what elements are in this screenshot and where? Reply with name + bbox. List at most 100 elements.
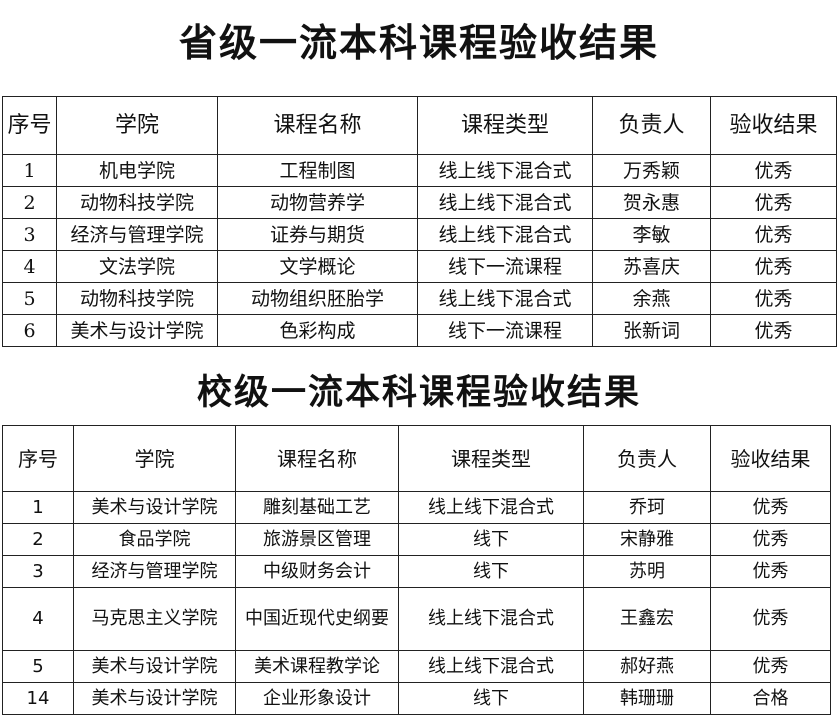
cell-course-name: 证券与期货 xyxy=(217,218,418,251)
cell-owner: 苏喜庆 xyxy=(592,250,711,283)
cell-course-name: 动物营养学 xyxy=(217,186,418,219)
cell-course-type: 线下一流课程 xyxy=(417,250,593,283)
cell-course-name: 中级财务会计 xyxy=(235,555,399,588)
cell-result: 优秀 xyxy=(710,650,831,683)
cell-course-type: 线下 xyxy=(398,523,584,556)
cell-index: 4 xyxy=(2,250,57,283)
cell-index: 4 xyxy=(2,587,74,651)
cell-course-name: 雕刻基础工艺 xyxy=(235,491,399,524)
cell-college: 美术与设计学院 xyxy=(73,491,236,524)
cell-course-type: 线下一流课程 xyxy=(417,314,593,347)
cell-result: 优秀 xyxy=(710,154,837,187)
header-course-type: 课程类型 xyxy=(398,425,584,492)
cell-course-name: 美术课程教学论 xyxy=(235,650,399,683)
cell-result: 优秀 xyxy=(710,587,831,651)
cell-course-type: 线上线下混合式 xyxy=(398,491,584,524)
cell-result: 优秀 xyxy=(710,186,837,219)
cell-college: 经济与管理学院 xyxy=(56,218,218,251)
table-row: 4 马克思主义学院 中国近现代史纲要 线上线下混合式 王鑫宏 优秀 xyxy=(2,587,831,651)
table-row: 5 动物科技学院 动物组织胚胎学 线上线下混合式 余燕 优秀 xyxy=(2,282,837,315)
header-result: 验收结果 xyxy=(710,96,837,155)
cell-course-type: 线下 xyxy=(398,682,584,715)
cell-owner: 郝好燕 xyxy=(583,650,711,683)
provincial-title: 省级一流本科课程验收结果 xyxy=(178,20,659,65)
header-course-name: 课程名称 xyxy=(217,96,418,155)
header-college: 学院 xyxy=(56,96,218,155)
header-course-type: 课程类型 xyxy=(417,96,593,155)
cell-course-name: 旅游景区管理 xyxy=(235,523,399,556)
cell-index: 5 xyxy=(2,650,74,683)
cell-result: 优秀 xyxy=(710,218,837,251)
header-row: 序号 学院 课程名称 课程类型 负责人 验收结果 xyxy=(2,96,837,155)
cell-index: 1 xyxy=(2,154,57,187)
provincial-results-table: 序号 学院 课程名称 课程类型 负责人 验收结果 1 机电学院 工程制图 线上线下混合式 万秀颖优… xyxy=(2,96,837,347)
cell-owner: 万秀颖 xyxy=(592,154,711,187)
cell-college: 美术与设计学院 xyxy=(73,682,236,715)
cell-index: 5 xyxy=(2,282,57,315)
table-row: 5 美术与设计学院 美术课程教学论 线上线下混合式 郝好燕 优秀 xyxy=(2,650,831,683)
header-row: 序号 学院 课程名称 课程类型 负责人 验收结果 xyxy=(2,425,831,492)
cell-college: 动物科技学院 xyxy=(56,186,218,219)
university-results-table: 序号 学院 课程名称 课程类型 负责人 验收结果 1 美术与设计学院 雕刻基础工艺 线上线下混合… xyxy=(2,425,831,715)
cell-course-type: 线上线下混合式 xyxy=(417,186,593,219)
cell-owner: 韩珊珊 xyxy=(583,682,711,715)
cell-college: 动物科技学院 xyxy=(56,282,218,315)
cell-owner: 宋静雅 xyxy=(583,523,711,556)
cell-college: 机电学院 xyxy=(56,154,218,187)
cell-course-type: 线上线下混合式 xyxy=(417,154,593,187)
cell-owner: 贺永惠 xyxy=(592,186,711,219)
header-owner: 负责人 xyxy=(592,96,711,155)
cell-index: 3 xyxy=(2,218,57,251)
cell-college: 美术与设计学院 xyxy=(73,650,236,683)
cell-index: 1 xyxy=(2,491,74,524)
cell-index: 2 xyxy=(2,523,74,556)
cell-owner: 乔珂 xyxy=(583,491,711,524)
crop-edge xyxy=(0,352,838,358)
table-row: 3 经济与管理学院 证券与期货 线上线下混合式 李敏 优秀 xyxy=(2,218,837,251)
university-title: 校级一流本科课程验收结果 xyxy=(196,372,641,413)
cell-result: 优秀 xyxy=(710,523,831,556)
cell-college: 食品学院 xyxy=(73,523,236,556)
cell-course-name: 动物组织胚胎学 xyxy=(217,282,418,315)
cell-result: 优秀 xyxy=(710,555,831,588)
table-row: 2 动物科技学院 动物营养学 线上线下混合式 贺永惠 优秀 xyxy=(2,186,837,219)
cell-course-type: 线下 xyxy=(398,555,584,588)
table-row: 2 食品学院 旅游景区管理 线下 宋静雅 优秀 xyxy=(2,523,831,556)
table-row: 4 文法学院 文学概论 线下一流课程 苏喜庆 优秀 xyxy=(2,250,837,283)
cell-index: 2 xyxy=(2,186,57,219)
cell-result: 优秀 xyxy=(710,491,831,524)
header-index: 序号 xyxy=(2,425,74,492)
header-result: 验收结果 xyxy=(710,425,831,492)
cell-result: 合格 xyxy=(710,682,831,715)
cell-course-name: 文学概论 xyxy=(217,250,418,283)
cell-owner: 王鑫宏 xyxy=(583,587,711,651)
cell-course-type: 线上线下混合式 xyxy=(417,218,593,251)
table-row: 3 经济与管理学院 中级财务会计 线下 苏明 优秀 xyxy=(2,555,831,588)
cell-index: 3 xyxy=(2,555,74,588)
table-row: 1 美术与设计学院 雕刻基础工艺 线上线下混合式 乔珂 优秀 xyxy=(2,491,831,524)
cell-owner: 苏明 xyxy=(583,555,711,588)
header-owner: 负责人 xyxy=(583,425,711,492)
cell-course-name: 中国近现代史纲要 xyxy=(235,587,399,651)
cell-course-type: 线上线下混合式 xyxy=(398,650,584,683)
cell-course-type: 线上线下混合式 xyxy=(398,587,584,651)
header-college: 学院 xyxy=(73,425,236,492)
cell-college: 文法学院 xyxy=(56,250,218,283)
cell-result: 优秀 xyxy=(710,250,837,283)
table-row: 14 美术与设计学院 企业形象设计 线下 韩珊珊 合格 xyxy=(2,682,831,715)
cell-owner: 李敏 xyxy=(592,218,711,251)
cell-index: 14 xyxy=(2,682,74,715)
cell-owner: 余燕 xyxy=(592,282,711,315)
cell-course-type: 线上线下混合式 xyxy=(417,282,593,315)
cell-course-name: 色彩构成 xyxy=(217,314,418,347)
table-row: 1 机电学院 工程制图 线上线下混合式 万秀颖 优秀 xyxy=(2,154,837,187)
cell-college: 美术与设计学院 xyxy=(56,314,218,347)
header-index: 序号 xyxy=(2,96,57,155)
table-row: 6 美术与设计学院 色彩构成 线下一流课程 张新词 优秀 xyxy=(2,314,837,347)
cell-course-name: 企业形象设计 xyxy=(235,682,399,715)
cell-college: 马克思主义学院 xyxy=(73,587,236,651)
cell-college: 经济与管理学院 xyxy=(73,555,236,588)
cell-course-name: 工程制图 xyxy=(217,154,418,187)
cell-result: 优秀 xyxy=(710,314,837,347)
header-course-name: 课程名称 xyxy=(235,425,399,492)
